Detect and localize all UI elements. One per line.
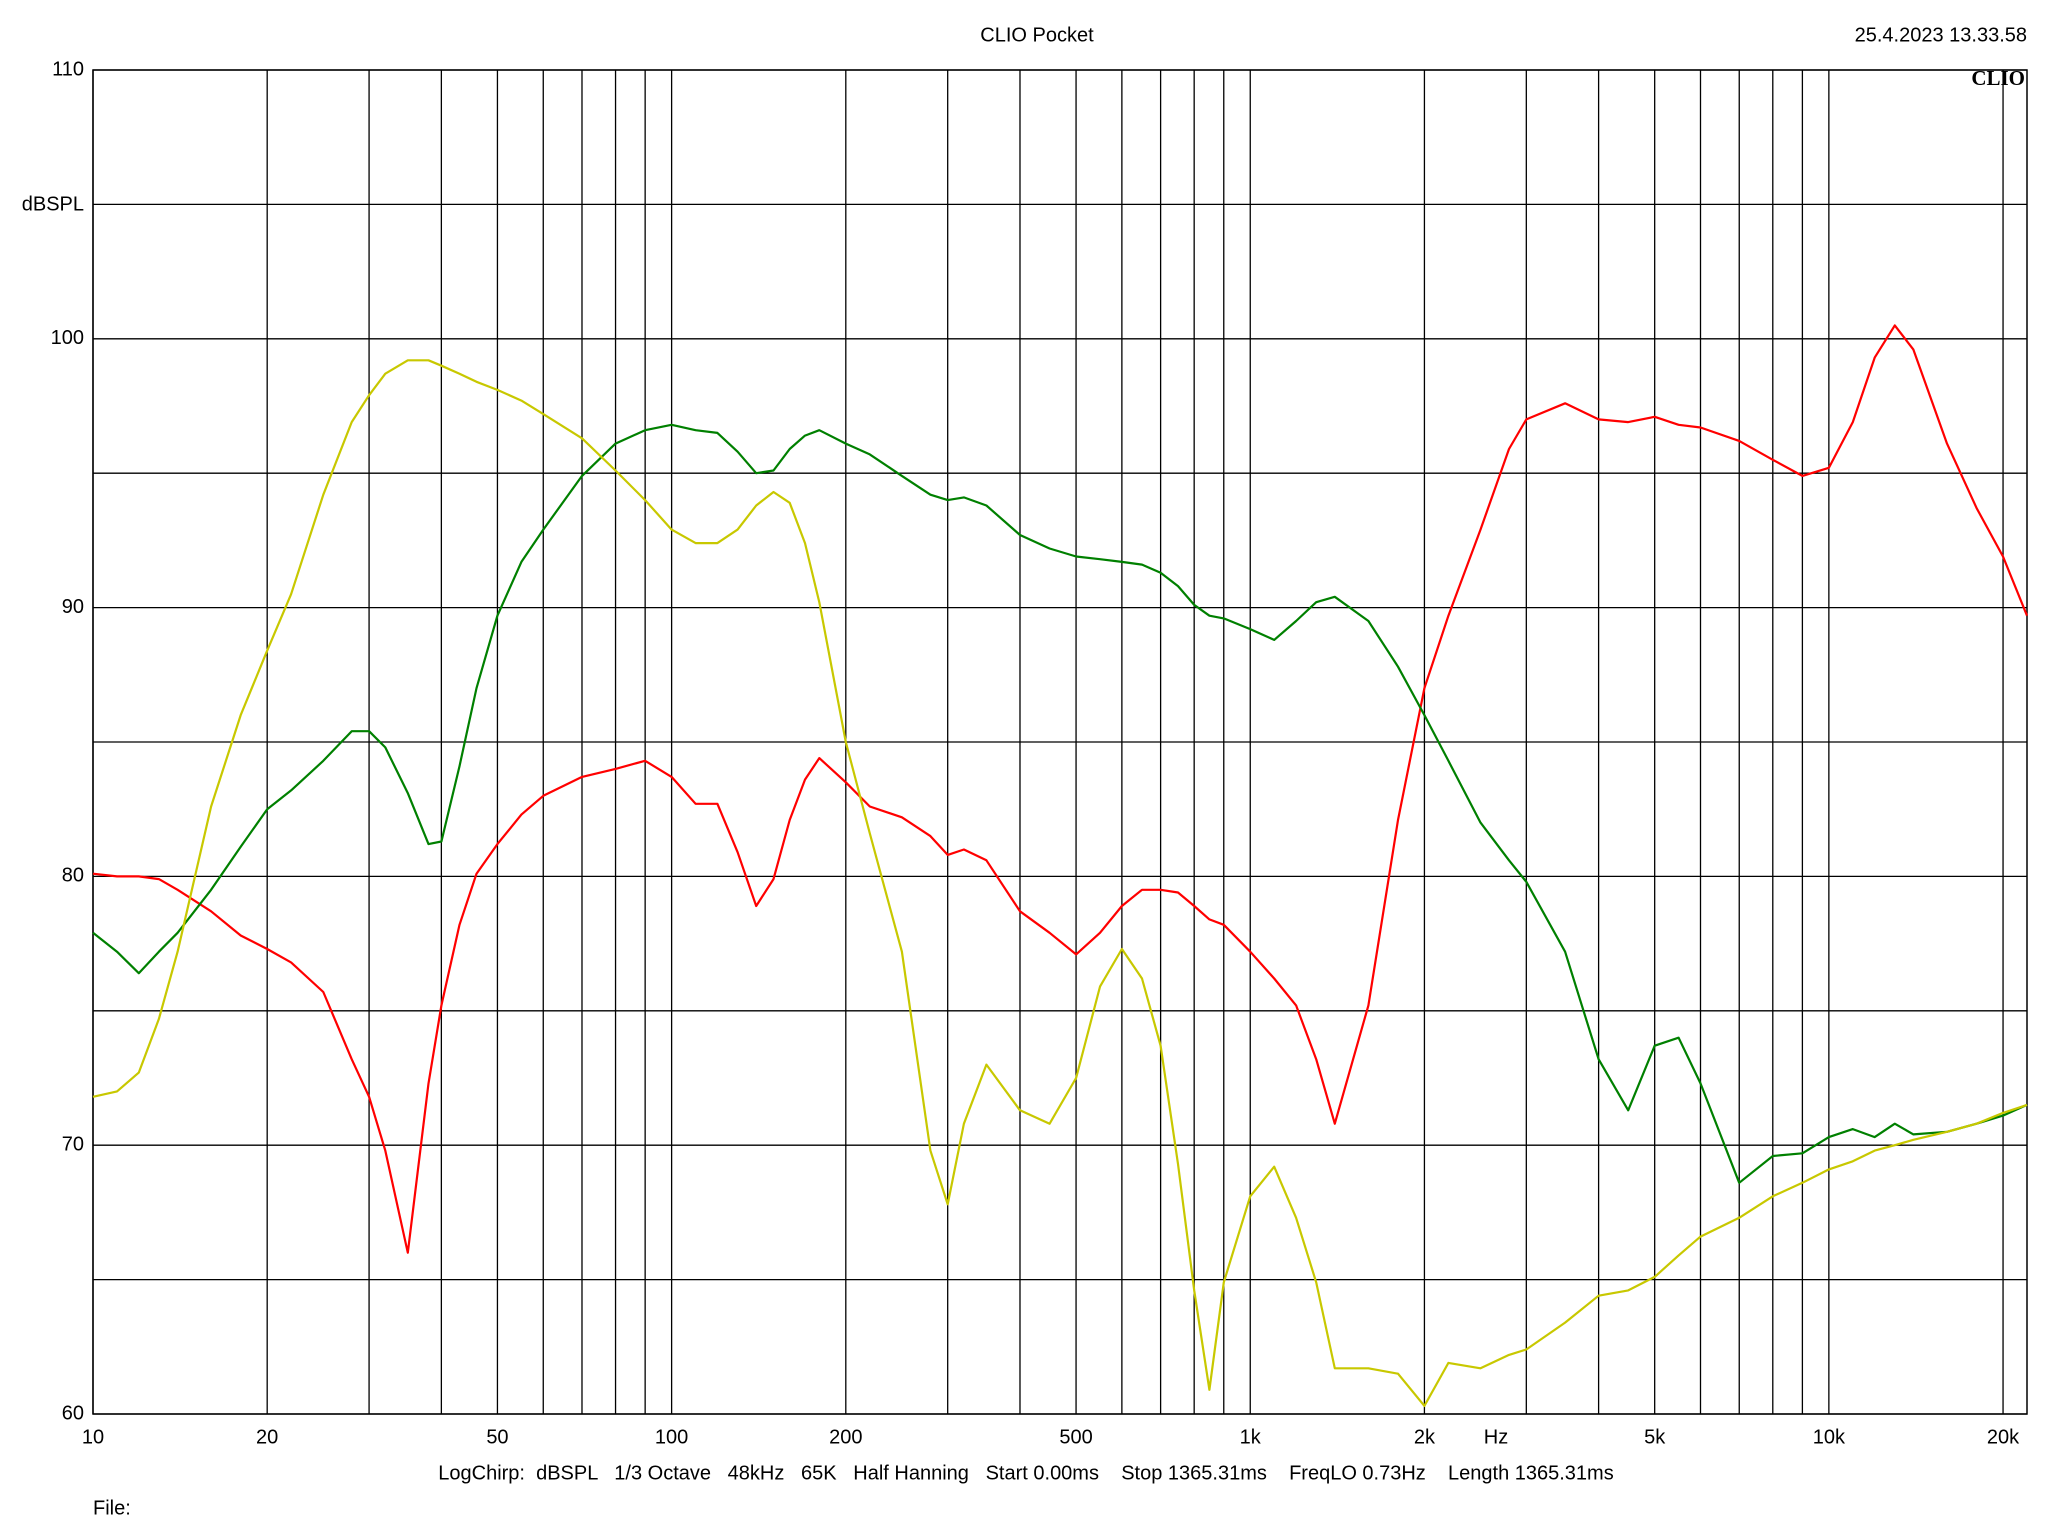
footer: LogChirp: dBSPL 1/3 Octave 48kHz 65K Hal…: [438, 1462, 1613, 1484]
y-tick-label: 100: [51, 327, 84, 349]
plot-frame: [92, 69, 2028, 1415]
x-tick-label: 2k: [1414, 1426, 1436, 1448]
y-tick-label: 60: [62, 1402, 84, 1424]
x-tick-label: 50: [486, 1426, 508, 1448]
y-axis-label: dBSPL: [22, 193, 84, 215]
x-tick-label: 10: [82, 1426, 104, 1448]
file-label: File:: [93, 1497, 131, 1519]
x-tick-label: 5k: [1644, 1426, 1666, 1448]
x-axis-label: Hz: [1484, 1426, 1508, 1448]
x-tick-label: 100: [655, 1426, 688, 1448]
chart-title: CLIO Pocket: [980, 24, 1094, 46]
timestamp: 25.4.2023 13.33.58: [1855, 24, 2027, 46]
y-tick-label: 70: [62, 1133, 84, 1155]
x-tick-label: 200: [829, 1426, 862, 1448]
x-tick-label: 20: [256, 1426, 278, 1448]
x-tick-label: 20k: [1987, 1426, 2020, 1448]
x-tick-label: 1k: [1240, 1426, 1262, 1448]
response-curve: [92, 359, 2028, 1407]
response-curve: [92, 324, 2029, 1254]
response-curve: [92, 423, 2028, 1184]
y-tick-label: 90: [62, 596, 84, 618]
y-tick-label: 110: [52, 58, 84, 80]
x-tick-label: 500: [1059, 1426, 1092, 1448]
y-tick-label: 80: [62, 865, 84, 887]
x-tick-label: 10k: [1813, 1426, 1846, 1448]
